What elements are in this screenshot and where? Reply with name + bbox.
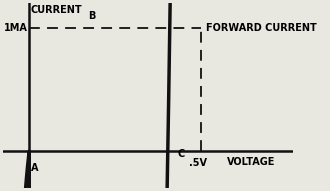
Text: VOLTAGE: VOLTAGE — [227, 157, 276, 167]
Text: B: B — [88, 11, 96, 21]
Text: FORWARD CURRENT: FORWARD CURRENT — [206, 23, 317, 32]
Text: C: C — [178, 149, 185, 159]
Text: CURRENT: CURRENT — [30, 5, 82, 15]
Text: A: A — [31, 163, 38, 173]
Text: .5V: .5V — [189, 158, 207, 168]
Text: 1MA: 1MA — [4, 23, 28, 32]
